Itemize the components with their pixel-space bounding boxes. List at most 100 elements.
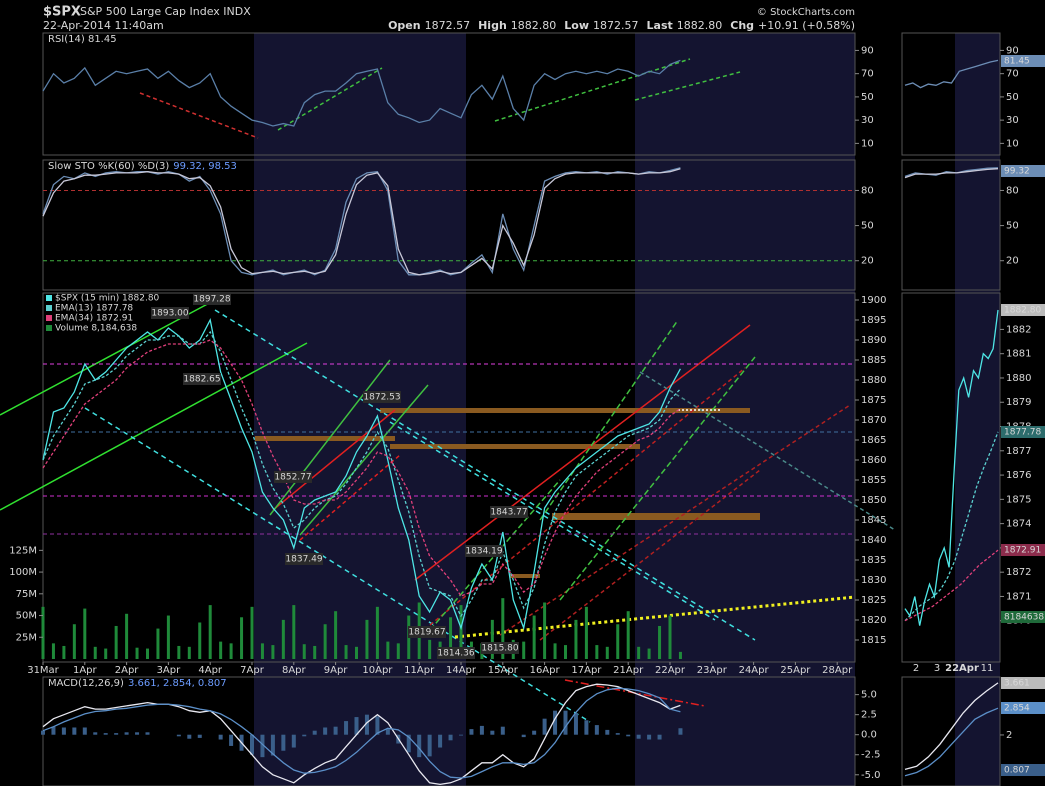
y-tick-label: 20: [861, 256, 874, 267]
annotation-box: [285, 553, 323, 565]
volume-bar: [375, 606, 379, 659]
panel-borders: [42, 32, 1001, 786]
channel-line: [0, 299, 216, 416]
volume-bar: [553, 643, 557, 659]
value-flag-label: 81.45: [1004, 57, 1030, 67]
legend-entry: Volume 8,184,638: [55, 324, 137, 334]
y-tick-label: 1815: [861, 635, 886, 646]
x-tick-label: 16Apr: [530, 665, 561, 676]
volume-bar: [177, 645, 181, 659]
support-zone: [255, 436, 395, 441]
value-flag: [1001, 764, 1045, 776]
panel-frame: [42, 292, 856, 663]
x-tick-label: 8Apr: [282, 665, 307, 676]
volume-bar: [93, 646, 97, 659]
x-tick-label: 1Apr: [73, 665, 98, 676]
histogram-bar: [93, 732, 98, 735]
histogram-bar: [406, 734, 411, 753]
histogram-bar: [448, 734, 453, 741]
value-flag-label: 8184638: [1004, 613, 1044, 623]
volume-bar: [616, 624, 620, 659]
y-tick-label: 1885: [861, 355, 886, 366]
histogram-bar: [312, 730, 317, 735]
value-flag-label: 99.32: [1004, 167, 1030, 177]
histogram-bar: [61, 727, 66, 735]
legend-swatch: [46, 325, 52, 331]
y-tick-label: -2.5: [861, 750, 881, 761]
quote-value: +10.91 (+0.58%): [758, 19, 855, 32]
histogram-bar: [124, 732, 129, 735]
annotation-box: [465, 545, 503, 557]
annotation-box: [481, 642, 519, 654]
volume-bar: [208, 605, 212, 659]
annotation-box: [408, 626, 446, 638]
volume-bar: [584, 606, 588, 659]
y-tick-label: 90: [861, 45, 874, 56]
y2-tick-label: 100M: [9, 567, 37, 578]
annotation: 1872.53: [363, 393, 400, 403]
volume-bar: [83, 608, 87, 659]
value-flag: [1001, 611, 1045, 623]
y-tick-label: 90: [1006, 45, 1019, 56]
value-flag-label: 1877.78: [1004, 428, 1041, 438]
y-tick-label: 1895: [861, 315, 886, 326]
volume-bar: [114, 625, 118, 659]
histogram-bar: [438, 734, 443, 748]
volume-bar: [386, 641, 390, 659]
channel-line: [429, 367, 746, 626]
week-shade: [955, 33, 1000, 786]
x-tick-label: 21Apr: [613, 665, 644, 676]
x-tick-label: 11Apr: [404, 665, 435, 676]
drawings: [0, 58, 896, 723]
series-line: [42, 59, 681, 127]
histogram-bar: [459, 734, 463, 736]
value-flag: [1001, 677, 1045, 689]
histogram-bar: [479, 725, 484, 735]
x-tick-label: 10Apr: [362, 665, 393, 676]
histogram-bar: [281, 734, 286, 751]
annotation: 1893.00: [151, 309, 188, 319]
support-zone: [510, 574, 540, 578]
annotation: 1843.77: [490, 508, 527, 518]
volume-bar: [125, 613, 129, 659]
channel-line: [559, 356, 756, 601]
channel-line: [414, 324, 751, 581]
channel-line: [539, 319, 679, 521]
y-tick-label: 10: [1006, 138, 1019, 149]
trend-line: [139, 92, 259, 139]
quote-value: 1882.80: [677, 19, 723, 32]
volume-bar: [271, 645, 275, 659]
histogram-bar: [176, 734, 181, 737]
support-zone: [390, 444, 640, 449]
volume-bar: [187, 646, 191, 659]
y-tick-label: 1835: [861, 555, 886, 566]
datetime: 22-Apr-2014 11:40am: [43, 19, 164, 32]
support-zone: [380, 408, 750, 413]
volume-bar: [334, 611, 338, 659]
y-tick-label: 50: [1006, 92, 1019, 103]
y-tick-label: 1865: [861, 435, 886, 446]
annotation-box: [274, 471, 312, 483]
y2-tick-label: 75M: [16, 589, 37, 600]
x-tick-label: 4Apr: [198, 665, 223, 676]
annotation: 1837.49: [285, 555, 322, 565]
quote-label: High: [478, 19, 507, 32]
value-flag-label: 2.854: [1004, 704, 1030, 714]
y-tick-label: 1881: [1006, 349, 1031, 360]
annotation: 1819.67: [408, 628, 445, 638]
x-tick-label: 3Apr: [157, 665, 182, 676]
y-tick-label: 30: [1006, 115, 1019, 126]
volume-bar: [240, 617, 244, 659]
header: $SPX S&P 500 Large Cap Index INDX 22-Apr…: [43, 5, 855, 33]
y-tick-label: 80: [861, 185, 874, 196]
legend-entry: EMA(34) 1872.91: [55, 314, 133, 324]
panel-frame: [42, 32, 856, 156]
y-tick-label: -5.0: [861, 770, 881, 781]
trend-line: [277, 67, 383, 131]
x-tick-label: 7Apr: [240, 665, 265, 676]
volume-bar: [281, 619, 285, 659]
x-tick-label: 28Apr: [822, 665, 853, 676]
volume-bar: [365, 619, 369, 659]
histogram-bar: [197, 734, 202, 738]
